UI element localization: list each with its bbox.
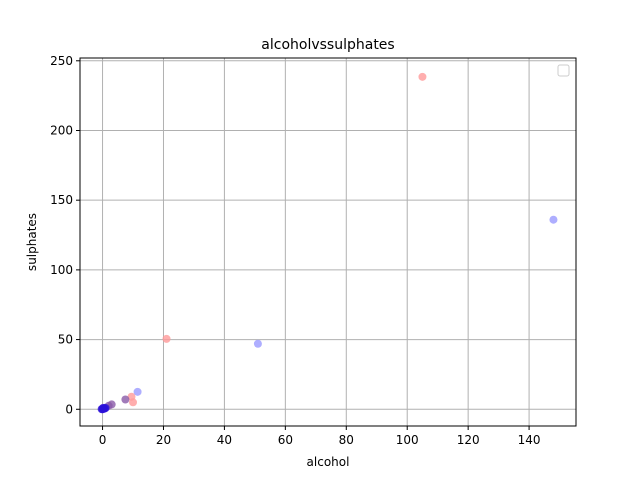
x-tick-label-0: 0 (99, 433, 107, 447)
x-tick-label-3: 60 (278, 433, 293, 447)
data-points (97, 72, 558, 414)
x-axis-label: alcohol (307, 455, 350, 469)
legend-box (557, 64, 570, 77)
x-tick-label-1: 20 (156, 433, 171, 447)
y-axis-ticks: 0 50 100 150 200 250 (50, 54, 80, 416)
chart-title: alcoholvssulphates (261, 37, 394, 53)
data-point-s1-0 (549, 215, 558, 224)
data-point-s2-0 (121, 395, 130, 404)
y-tick-label-1: 50 (58, 333, 73, 347)
y-tick-label-2: 100 (50, 263, 73, 277)
data-point-s0-3 (129, 398, 138, 407)
data-point-s0-1 (162, 334, 171, 343)
x-tick-label-4: 80 (339, 433, 354, 447)
plot-frame (79, 57, 577, 427)
x-tick-label-2: 40 (217, 433, 232, 447)
y-tick-label-4: 200 (50, 123, 73, 137)
grid-lines (80, 58, 576, 426)
x-tick-label-7: 140 (518, 433, 541, 447)
data-point-s1-1 (253, 339, 262, 348)
y-tick-label-3: 150 (50, 193, 73, 207)
data-point-s1-2 (133, 387, 142, 396)
y-tick-label-0: 0 (65, 402, 73, 416)
data-point-s0-0 (418, 72, 427, 81)
data-point-s3-5 (99, 403, 108, 412)
x-axis-ticks: 0 20 40 60 80 100 120 140 (99, 426, 541, 447)
y-axis-label: sulphates (25, 213, 39, 271)
x-tick-label-5: 100 (396, 433, 419, 447)
x-tick-label-6: 120 (457, 433, 480, 447)
y-tick-label-5: 250 (50, 54, 73, 68)
